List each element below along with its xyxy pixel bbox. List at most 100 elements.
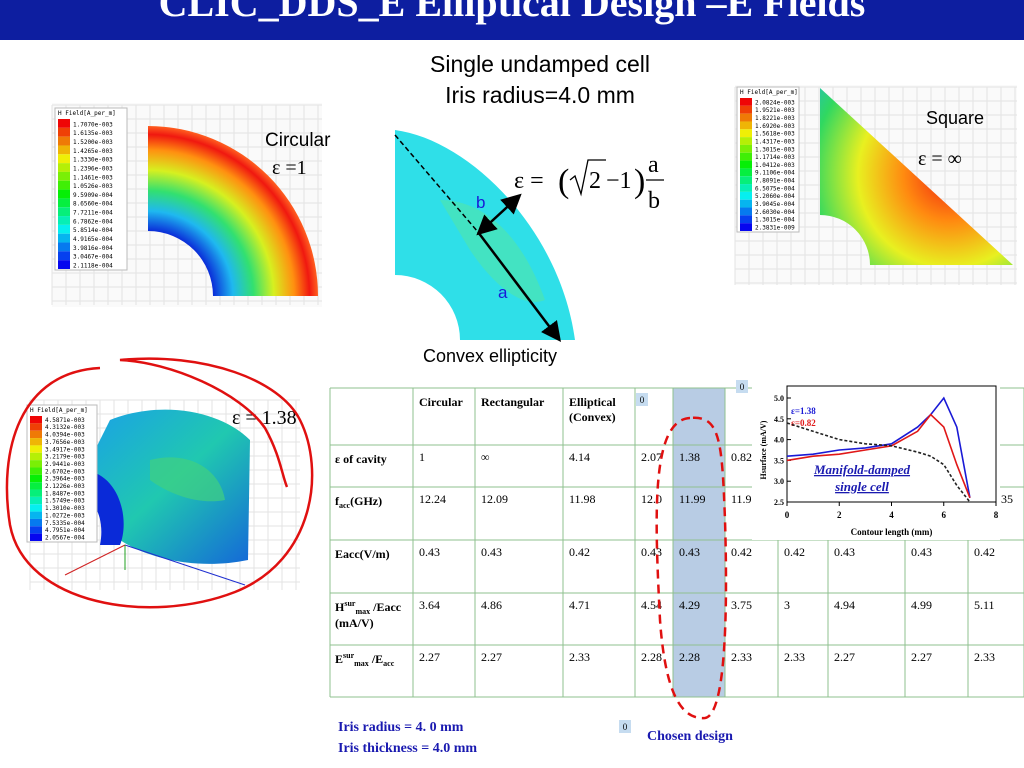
legend-swatch xyxy=(58,136,70,146)
shape-label: Convex ellipticity xyxy=(423,346,557,366)
x-tick-label: 4 xyxy=(889,510,894,520)
legend-value: 1.0526e-003 xyxy=(73,183,113,190)
epsilon-label: ε = 1.38 xyxy=(232,407,297,429)
cell: 0.43 xyxy=(834,545,855,559)
legend-value: 3.4917e-003 xyxy=(45,446,85,453)
cell: 5.11 xyxy=(974,598,995,612)
annotation: Manifold-damped xyxy=(813,462,911,477)
label-part: H xyxy=(335,600,345,614)
label-part: ε of cavity xyxy=(335,452,387,466)
legend-value: 1.6920e-003 xyxy=(755,123,795,130)
legend-value: 6.5075e-004 xyxy=(755,185,795,192)
title-bar xyxy=(0,0,1024,40)
legend-swatch xyxy=(740,215,752,224)
paren: ( xyxy=(558,163,569,200)
cell: 4.71 xyxy=(569,598,590,612)
legend-swatch xyxy=(740,137,752,145)
legend-swatch xyxy=(740,223,752,231)
axis-line xyxy=(64,544,126,576)
cell: 2.27 xyxy=(481,650,502,664)
legend-value: 3.2179e-003 xyxy=(45,454,85,461)
cell: 0.82 xyxy=(731,450,752,464)
cell: 35 xyxy=(1001,492,1013,506)
marker: 0 xyxy=(640,395,645,405)
legend-swatch xyxy=(58,233,70,243)
formula-den: b xyxy=(648,188,660,214)
legend-swatch xyxy=(30,482,42,490)
y-tick-label: 4.0 xyxy=(774,436,784,445)
y-axis-label: Hsurface (mA/V) xyxy=(759,420,768,479)
legend-swatch xyxy=(740,168,752,177)
field-map xyxy=(148,126,318,296)
cell: 11.98 xyxy=(569,492,596,506)
dashed-axis xyxy=(394,134,479,233)
legend-swatch xyxy=(740,160,752,169)
legend-value: 7.7211e-004 xyxy=(73,210,113,217)
legend-value: 1.5618e-003 xyxy=(755,131,795,138)
y-tick-label: 3.0 xyxy=(774,477,784,486)
title: CLIC_DDS_E Elliptical Design –E Fields xyxy=(159,0,866,25)
legend-value: 1.8487e-003 xyxy=(45,490,85,497)
legend-swatch xyxy=(58,224,70,234)
legend-value: 8.6560e-004 xyxy=(73,201,113,208)
highlight-ellipse xyxy=(655,416,728,720)
legend-value: 1.7070e-003 xyxy=(73,121,113,128)
legend-swatch xyxy=(740,207,752,216)
legend-swatch xyxy=(58,119,70,128)
label-part: (GHz) xyxy=(350,494,382,508)
marker: 0 xyxy=(740,382,745,392)
series-line xyxy=(786,396,971,498)
legend-swatch xyxy=(30,489,42,497)
legend-swatch xyxy=(30,445,42,453)
row-label: Esurmax /Eacc xyxy=(335,651,395,668)
cell: 11.99 xyxy=(679,492,706,506)
cell: 3.64 xyxy=(419,598,440,612)
label-part: f xyxy=(335,494,340,508)
y-tick-label: 5.0 xyxy=(774,394,784,403)
radical xyxy=(569,159,606,197)
legend-value: 1.0412e-003 xyxy=(755,162,795,169)
legend-swatch xyxy=(30,416,42,424)
legend-swatch xyxy=(740,105,752,114)
row-label: facc(GHz) xyxy=(335,494,382,510)
legend-swatch xyxy=(58,189,70,199)
note: Iris thickness = 4.0 mm xyxy=(338,741,477,756)
legend-title: H Field[A_per_m] xyxy=(30,407,88,414)
legend-value: 1.3015e-004 xyxy=(755,217,795,224)
legend-value: 1.5200e-003 xyxy=(73,139,113,146)
x-tick-label: 8 xyxy=(994,510,999,520)
legend-swatch xyxy=(740,152,752,161)
cell: 2.33 xyxy=(974,650,995,664)
legend-swatch xyxy=(740,191,752,200)
legend-swatch xyxy=(58,216,70,225)
legend-swatch xyxy=(30,533,42,541)
legend-value: 1.6135e-003 xyxy=(73,130,113,137)
epsilon-label: ε =1 xyxy=(272,157,307,179)
marker: 0 xyxy=(623,722,628,732)
label-part: /E xyxy=(369,652,383,666)
y-tick-label: 4.5 xyxy=(774,415,784,424)
epsilon-label: ε = ∞ xyxy=(918,148,962,170)
field-map xyxy=(820,88,1013,265)
marker-box xyxy=(619,720,631,733)
marker-box xyxy=(636,393,648,406)
a-label: a xyxy=(498,283,508,302)
legend-swatch xyxy=(30,504,42,512)
legend-value: 1.4265e-003 xyxy=(73,148,113,155)
annotation: single cell xyxy=(834,479,889,494)
shape-label: Square xyxy=(926,108,984,128)
cell: 2.33 xyxy=(784,650,805,664)
legend-value: 4.0394e-003 xyxy=(45,432,85,439)
legend-value: 1.8221e-003 xyxy=(755,115,795,122)
legend-value: 1.1714e-003 xyxy=(755,154,795,161)
legend-swatch xyxy=(58,198,70,208)
legend-value: 2.6030e-004 xyxy=(755,209,795,216)
legend-value: 9.1106e-004 xyxy=(755,170,795,177)
heading-line: Single undamped cell xyxy=(430,51,650,77)
markers: 0 0 0 xyxy=(619,380,748,733)
cell: 11.9 xyxy=(731,492,752,506)
legend-swatch xyxy=(58,251,70,261)
x-tick-label: 6 xyxy=(942,510,947,520)
legend-entry: ε=0.82 xyxy=(791,418,816,428)
legend-value: 1.9521e-003 xyxy=(755,107,795,114)
